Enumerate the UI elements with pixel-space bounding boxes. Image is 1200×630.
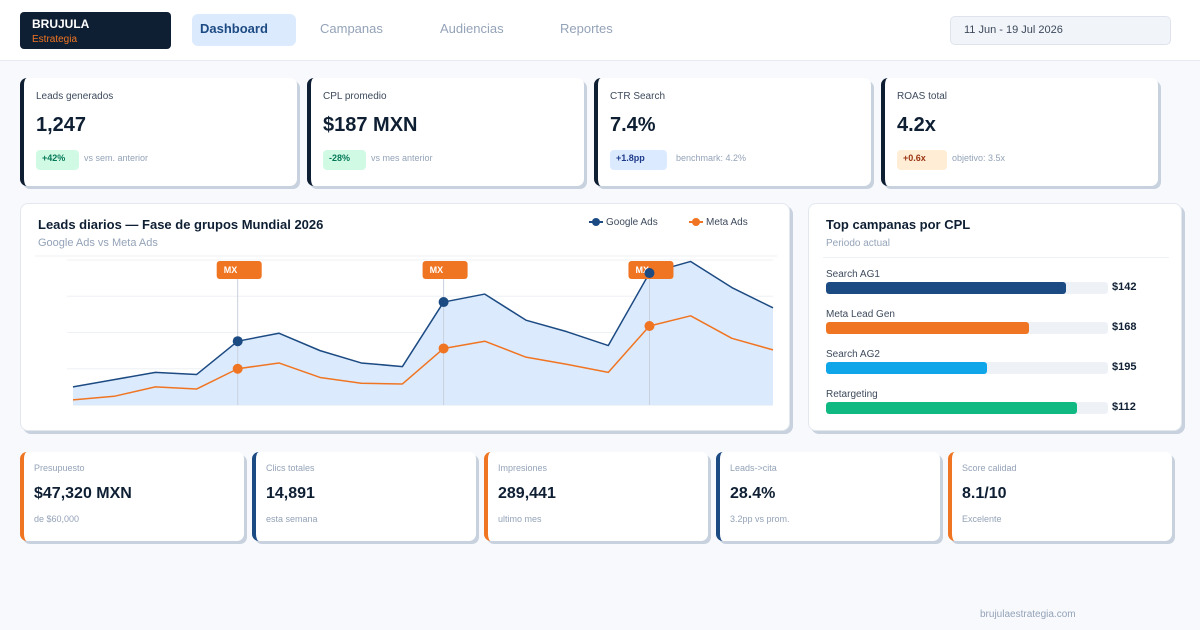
kpi-note: vs sem. anterior [84,153,149,163]
legend-label: Meta Ads [706,217,748,228]
date-range-picker[interactable]: 11 Jun - 19 Jul 2026 [950,16,1171,45]
stat-value: $47,320 MXN [34,485,132,502]
data-point [644,268,655,279]
kpi-change-badge: +42% [36,150,79,170]
stat-card-impresiones[interactable]: Impresiones 289,441 ultimo mes [484,452,708,541]
stat-note: esta semana [266,514,318,524]
campaign-name: Meta Lead Gen [826,309,895,320]
annotation-badge [216,261,262,279]
stat-value: 289,441 [498,485,556,502]
kpi-label: ROAS total [897,91,948,102]
campaign-bar-fill [826,322,1030,334]
kpi-value: 4.2x [897,114,936,136]
legend-item-google[interactable]: Google Ads [589,217,658,228]
area-fill-google-ads [73,261,773,405]
brand-logo[interactable]: BRUJULA Estrategia [20,12,171,49]
top-campaigns-title: Top campanas por CPL [826,217,971,232]
leads-chart-card: MX MX MX Leads diarios — Fase de grupos Mu… [20,203,790,431]
chart-subtitle: Google Ads vs Meta Ads [38,237,158,249]
stat-value: 8.1/10 [962,485,1007,502]
top-campaigns-card: Top campanas por CPL Periodo actual Sear… [808,203,1182,431]
campaign-bar-track [826,402,1108,414]
kpi-change-badge: +1.8pp [610,150,667,170]
campaign-row[interactable]: Retargeting $112 [826,389,1166,425]
tab-dashboard[interactable]: Dashboard [192,14,296,46]
stat-note: ultimo mes [498,514,542,524]
tab-audiencias[interactable]: Audiencias [440,21,504,36]
kpi-label: Leads generados [36,91,114,102]
campaign-cpl: $168 [1112,321,1137,333]
chart-title: Leads diarios — Fase de grupos Mundial 2… [38,217,324,232]
stat-label: Clics totales [266,463,315,473]
campaign-bar-track [826,362,1108,374]
campaign-bar-track [826,282,1108,294]
kpi-note: objetivo: 3.5x [952,153,1006,163]
stat-card-clics[interactable]: Clics totales 14,891 esta semana [252,452,476,541]
stat-label: Impresiones [498,463,548,473]
data-point [232,363,243,374]
campaign-cpl: $142 [1112,281,1137,293]
campaign-bar-fill [826,362,987,374]
kpi-card-ctr[interactable]: CTR Search 7.4% +1.8pp benchmark: 4.2% [594,78,871,186]
legend-item-meta[interactable]: Meta Ads [689,217,748,228]
footer-url[interactable]: brujulaestrategia.com [980,609,1076,620]
campaign-cpl: $112 [1112,401,1136,413]
campaign-bar-fill [826,282,1066,294]
campaign-row[interactable]: Meta Lead Gen $168 [826,309,1166,345]
annotation-badge [422,261,468,279]
stat-label: Leads->cita [730,463,777,473]
stat-card-score[interactable]: Score calidad 8.1/10 Excelente [948,452,1172,541]
annotation-label: MX [224,265,238,275]
stat-label: Presupuesto [34,463,85,473]
campaign-row[interactable]: Search AG2 $195 [826,349,1166,385]
series-line-meta-ads [72,315,774,401]
kpi-value: 1,247 [36,114,87,136]
kpi-value: 7.4% [610,114,656,136]
stat-value: 28.4% [730,485,776,502]
campaign-bar-fill [826,402,1077,414]
data-point [438,343,449,354]
stat-label: Score calidad [962,463,1017,473]
data-point [644,320,655,331]
tab-campanas[interactable]: Campanas [320,21,383,36]
kpi-label: CPL promedio [323,91,387,102]
kpi-note: vs mes anterior [371,153,433,163]
stat-note: 3.2pp vs prom. [730,514,790,524]
stat-note: Excelente [962,514,1002,524]
campaign-bar-track [826,322,1108,334]
meta-ads-swatch [689,218,703,227]
brand-tagline: Estrategia [32,34,78,45]
kpi-card-leads[interactable]: Leads generados 1,247 +42% vs sem. anter… [20,78,297,186]
data-point [232,336,243,347]
leads-line-chart: MX MX MX [35,255,777,406]
legend-label: Google Ads [606,217,658,228]
campaign-name: Search AG2 [826,349,880,360]
stat-note: de $60,000 [34,514,80,524]
kpi-note: benchmark: 4.2% [676,153,747,163]
kpi-label: CTR Search [610,91,666,102]
campaign-cpl: $195 [1112,361,1137,373]
annotation-label: MX [430,265,444,275]
kpi-change-badge: +0.6x [897,150,947,170]
campaign-row[interactable]: Search AG1 $142 [826,269,1166,305]
top-bar: BRUJULA Estrategia Dashboard Campanas Au… [0,0,1200,61]
data-point [438,297,449,308]
google-ads-swatch [589,218,603,227]
campaign-name: Search AG1 [826,269,880,280]
divider [823,257,1169,258]
kpi-value: $187 MXN [323,114,418,136]
brand-name: BRUJULA [32,17,90,31]
top-campaigns-subtitle: Periodo actual [826,238,890,249]
kpi-change-badge: -28% [323,150,366,170]
stat-card-leads-cita[interactable]: Leads->cita 28.4% 3.2pp vs prom. [716,452,940,541]
kpi-card-roas[interactable]: ROAS total 4.2x +0.6x objetivo: 3.5x [881,78,1158,186]
campaign-name: Retargeting [826,389,878,400]
stat-value: 14,891 [266,485,315,502]
kpi-card-cpl[interactable]: CPL promedio $187 MXN -28% vs mes anteri… [307,78,584,186]
stat-card-presupuesto[interactable]: Presupuesto $47,320 MXN de $60,000 [20,452,244,541]
annotation-label: MX [635,265,649,275]
tab-reportes[interactable]: Reportes [560,21,613,36]
